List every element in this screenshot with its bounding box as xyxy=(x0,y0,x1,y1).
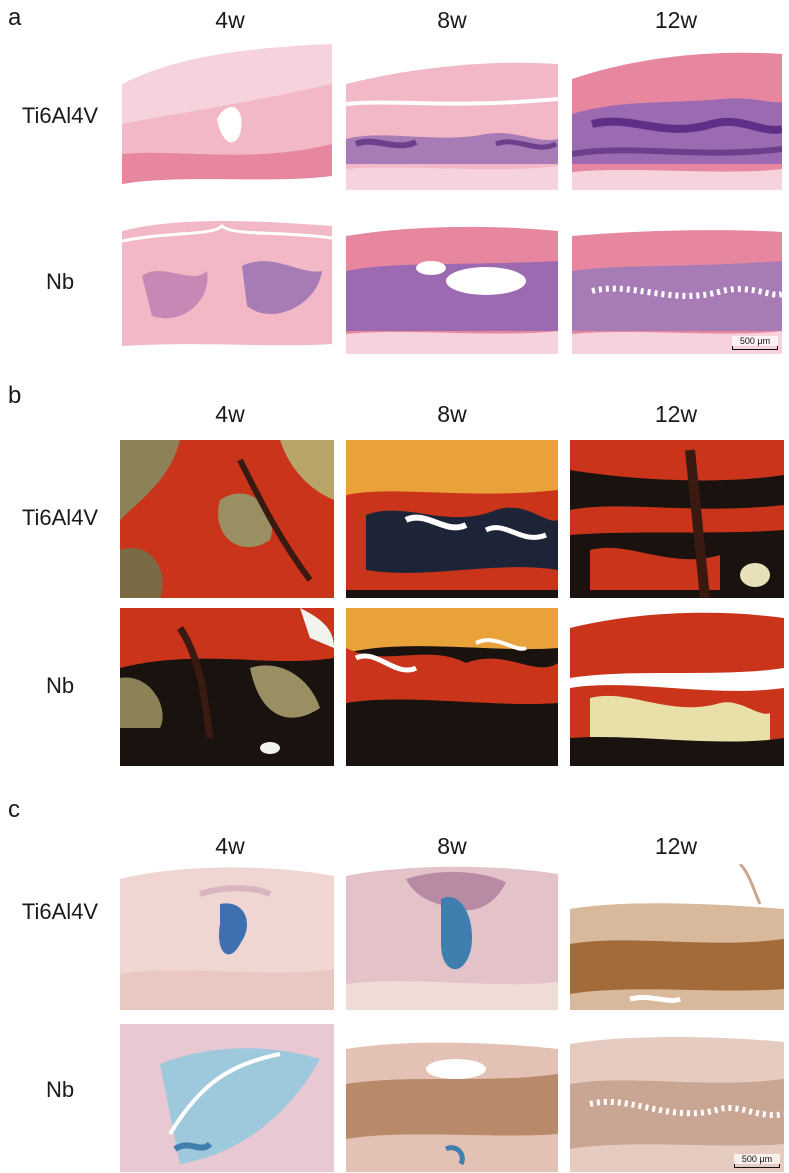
column-header-4w: 4w xyxy=(215,7,245,33)
row-label-nb: Nb xyxy=(45,269,75,294)
panel-label-b: b xyxy=(8,382,22,409)
column-header-8w: 8w xyxy=(437,401,467,427)
scale-bar-c: 500 μm xyxy=(734,1154,780,1168)
scale-bar-label: 500 μm xyxy=(734,1154,780,1164)
column-header-8w: 8w xyxy=(437,7,467,33)
he-micrograph-nb-4w xyxy=(122,206,332,354)
row-label-ti6al4v: Ti6Al4V xyxy=(21,505,99,530)
stain-micrograph-ti6al4v-8w xyxy=(346,440,558,598)
blue-stain-micrograph-nb-4w xyxy=(120,1024,334,1172)
column-header-4w: 4w xyxy=(215,833,245,859)
stain-micrograph-ti6al4v-12w xyxy=(570,440,784,598)
stain-micrograph-nb-8w xyxy=(346,608,558,766)
he-micrograph-nb-8w xyxy=(346,206,558,354)
blue-stain-micrograph-ti6al4v-12w xyxy=(570,864,784,1010)
scale-bar-label: 500 μm xyxy=(732,336,778,346)
column-header-12w: 12w xyxy=(654,7,698,33)
row-label-ti6al4v: Ti6Al4V xyxy=(21,103,99,128)
column-header-4w: 4w xyxy=(215,401,245,427)
stain-micrograph-nb-12w xyxy=(570,608,784,766)
column-header-12w: 12w xyxy=(654,833,698,859)
panel-label-c: c xyxy=(8,796,20,823)
scale-bar-a: 500 μm xyxy=(732,336,778,350)
stain-micrograph-ti6al4v-4w xyxy=(120,440,334,598)
he-micrograph-ti6al4v-12w xyxy=(572,44,782,190)
he-micrograph-ti6al4v-4w xyxy=(122,44,332,190)
blue-stain-micrograph-ti6al4v-8w xyxy=(346,864,558,1010)
blue-stain-micrograph-nb-12w: 500 μm xyxy=(570,1024,784,1172)
row-label-nb: Nb xyxy=(45,673,75,698)
blue-stain-micrograph-ti6al4v-4w xyxy=(120,864,334,1010)
row-label-nb: Nb xyxy=(45,1077,75,1102)
panel-label-a: a xyxy=(8,4,22,31)
blue-stain-micrograph-nb-8w xyxy=(346,1024,558,1172)
stain-micrograph-nb-4w xyxy=(120,608,334,766)
column-header-12w: 12w xyxy=(654,401,698,427)
he-micrograph-ti6al4v-8w xyxy=(346,44,558,190)
he-micrograph-nb-12w: 500 μm xyxy=(572,206,782,354)
row-label-ti6al4v: Ti6Al4V xyxy=(21,899,99,924)
column-header-8w: 8w xyxy=(437,833,467,859)
